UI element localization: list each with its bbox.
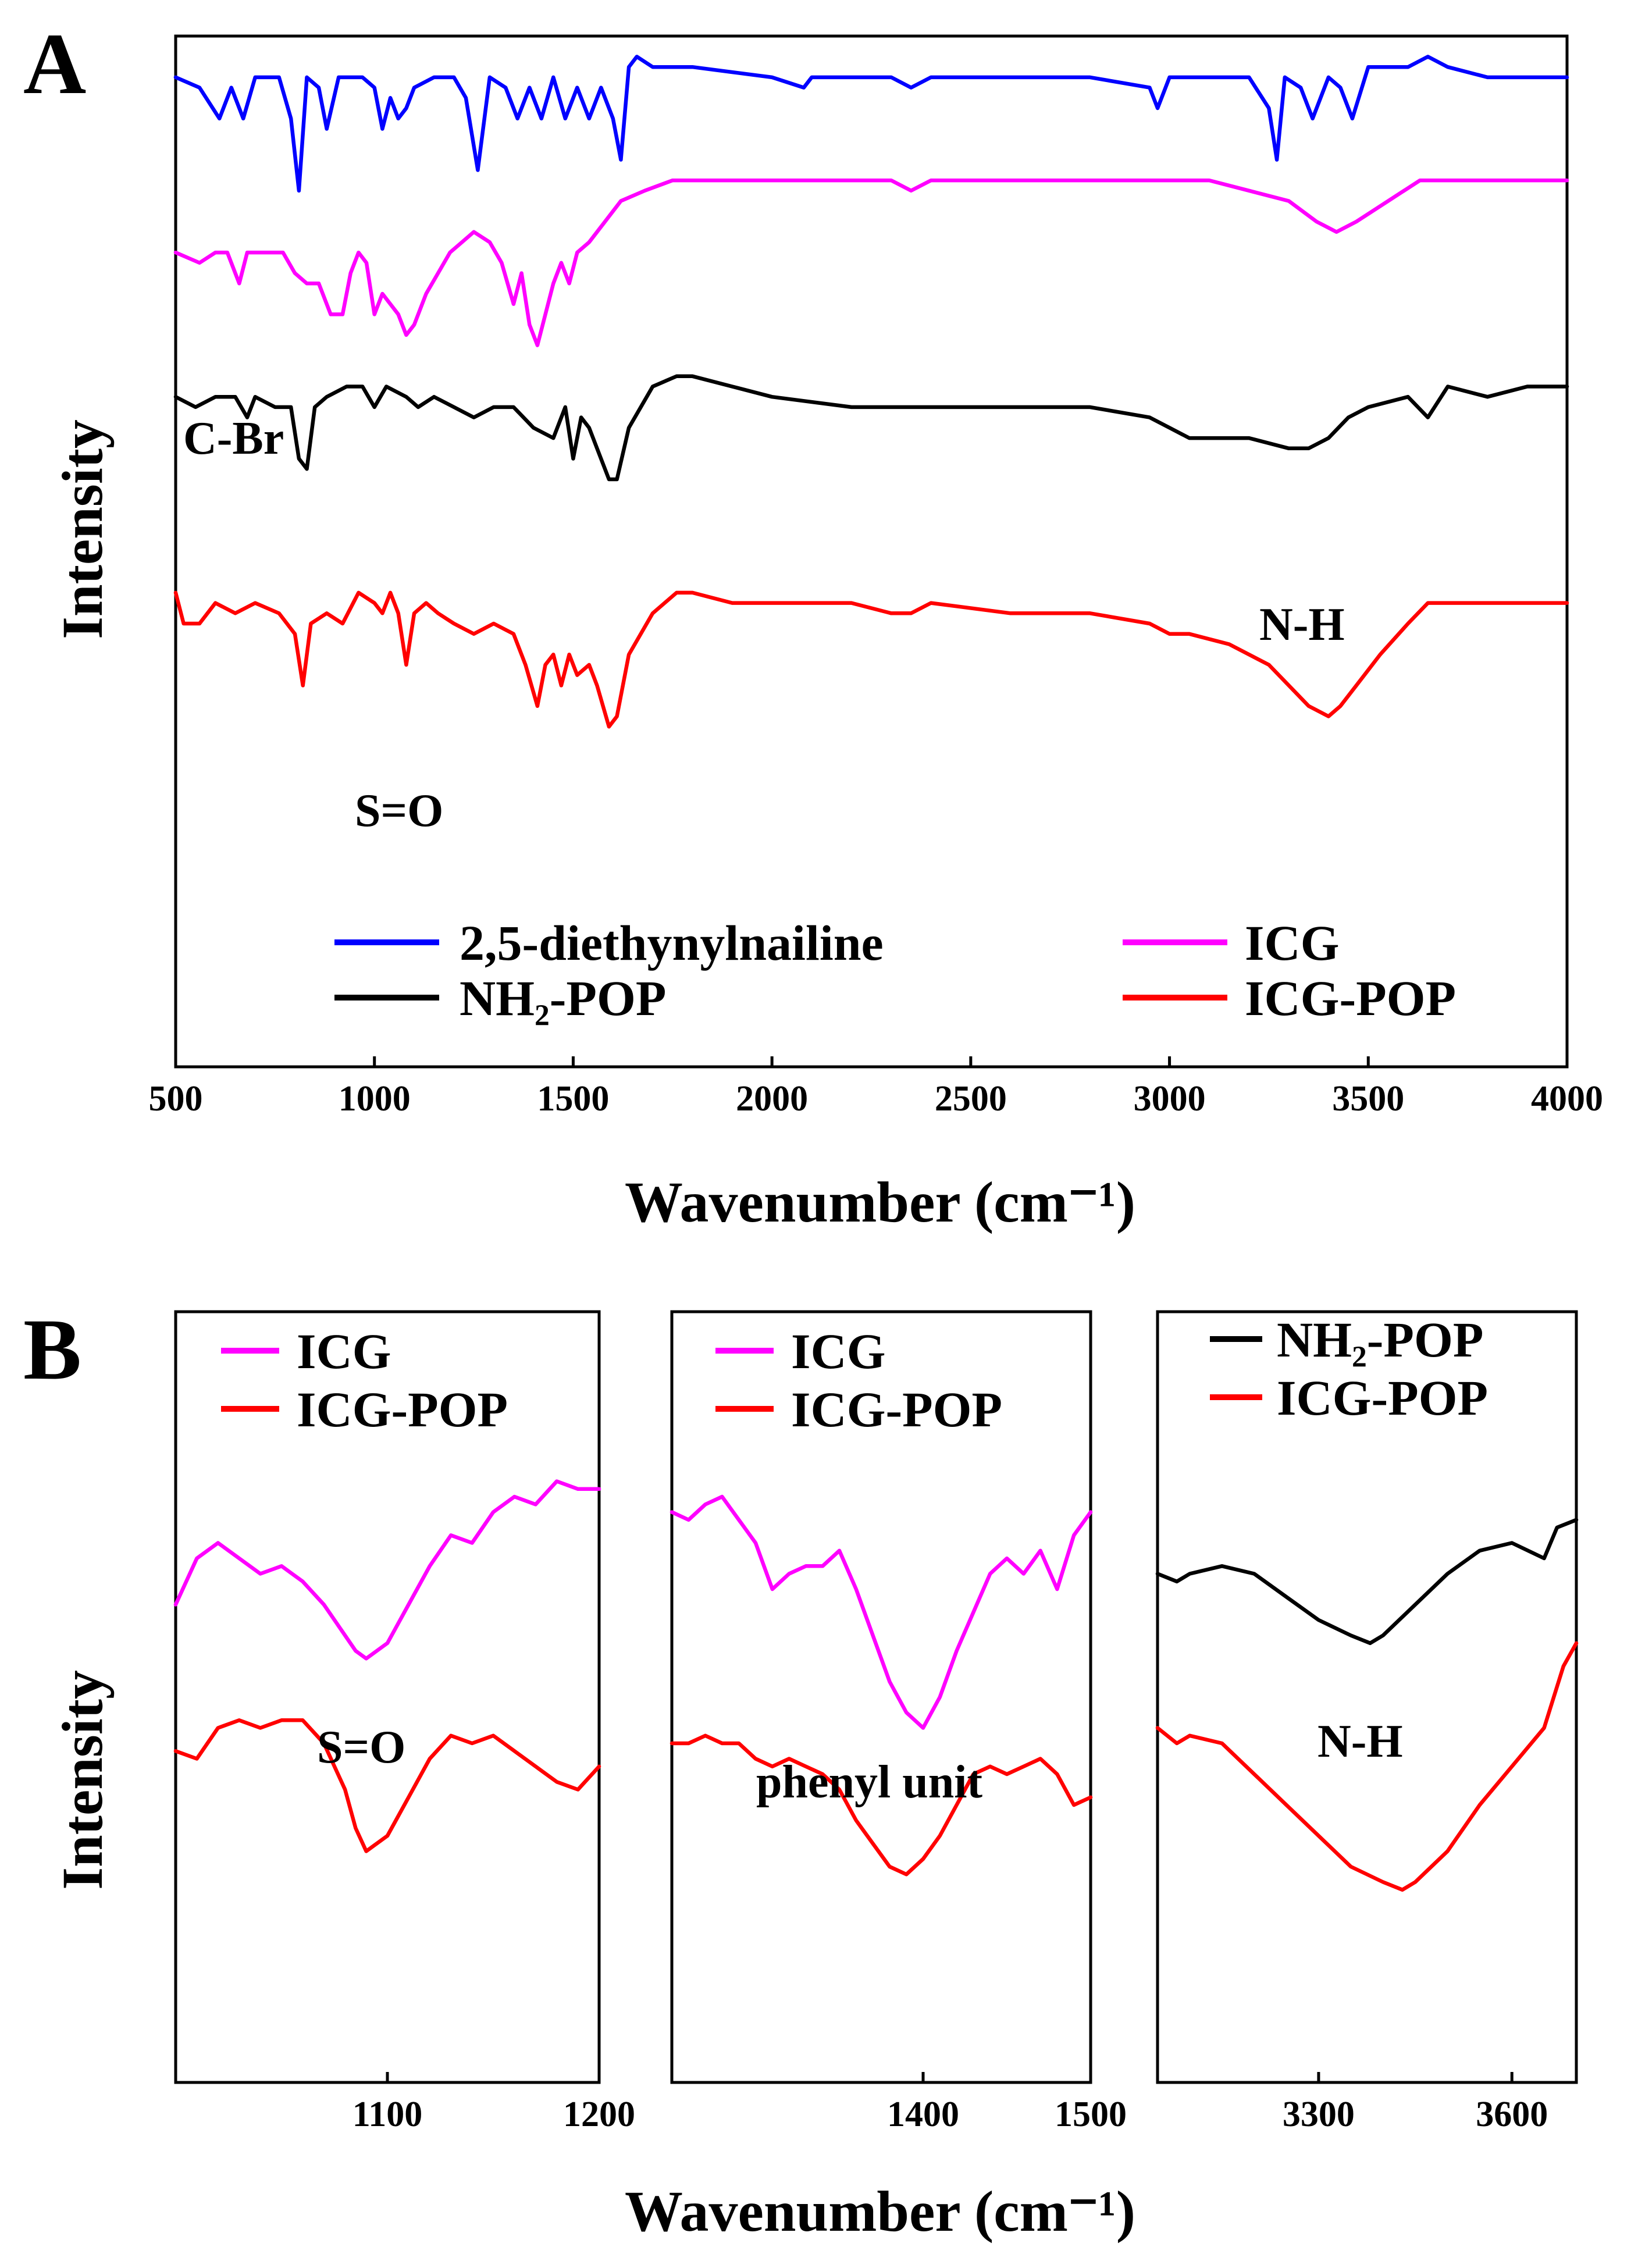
panel-a-letter: A — [23, 16, 86, 112]
panel-a-ylabel: Intensity — [50, 419, 115, 639]
x-tick-label: 3500 — [1332, 1079, 1404, 1119]
panel-b-ylabel: Intensity — [50, 1670, 115, 1890]
annotation-s-o: S=O — [355, 785, 443, 836]
legend-label-icg-pop-b2: ICG-POP — [791, 1382, 1002, 1437]
panel-a-legend: 2,5-diethynylnailine ICG NH₂-POP ICG-POP — [334, 915, 1456, 1026]
panel-b2-chart: 1400 1500 phenyl unit ICG ICG-POP — [670, 1310, 1127, 2134]
panel-a-series-group — [173, 55, 1569, 729]
panel-b3-chart: 3300 3600 N-H NH₂-POP ICG-POP — [1155, 1310, 1579, 2134]
legend-label-icg-pop-b3: ICG-POP — [1277, 1370, 1488, 1426]
panel-b1-x-axis: 1100 1200 — [352, 2072, 635, 2134]
x-tick-label: 1200 — [563, 2095, 635, 2134]
x-tick-label: 2000 — [736, 1079, 808, 1119]
legend-label-icg-b2: ICG — [791, 1323, 885, 1379]
x-tick-label: 3600 — [1476, 2095, 1548, 2134]
panel-a-xlabel: Wavenumber (cm⁻¹) — [625, 1170, 1135, 1234]
x-tick-label: 1400 — [887, 2095, 959, 2134]
x-tick-label: 500 — [149, 1079, 203, 1119]
annotation-n-h-b3: N-H — [1317, 1716, 1403, 1767]
panel-b3-x-axis: 3300 3600 — [1283, 2072, 1548, 2134]
series-icg-b1 — [173, 1479, 601, 1661]
series-2-5-diethynylnailine-a — [173, 55, 1569, 193]
legend-label-nh2-pop: NH₂-POP — [460, 970, 666, 1026]
series-icg-pop-b3 — [1155, 1641, 1579, 1892]
series-nh-pop-a — [173, 374, 1569, 482]
annotation-c-br: C-Br — [183, 413, 284, 464]
x-tick-label: 1500 — [1055, 2095, 1127, 2134]
annotation-n-h: N-H — [1259, 599, 1345, 650]
panel-a-chart: 500 1000 1500 2000 2500 3000 3500 4000 C-Br N-H… — [149, 34, 1603, 1119]
x-tick-label: 3300 — [1283, 2095, 1355, 2134]
panel-b1-legend: ICG ICG-POP — [221, 1323, 508, 1437]
panel-b2-legend: ICG ICG-POP — [715, 1323, 1002, 1437]
panel-a-x-axis: 500 1000 1500 2000 2500 3000 3500 4000 — [149, 1056, 1603, 1119]
series-icg-pop-b1 — [173, 1718, 601, 1853]
panel-b1-chart: 1100 1200 S=O ICG ICG-POP — [173, 1310, 635, 2134]
series-icg-pop-a — [173, 590, 1569, 729]
series-nh-pop-b3 — [1155, 1518, 1579, 1646]
panel-b2-series-group — [670, 1494, 1093, 1877]
legend-label-icg-b1: ICG — [297, 1323, 391, 1379]
legend-label-diethynyl: 2,5-diethynylnailine — [460, 915, 884, 971]
panel-b-letter: B — [23, 1301, 81, 1398]
x-tick-label: 1100 — [352, 2095, 423, 2134]
legend-label-icg-pop-b1: ICG-POP — [297, 1382, 508, 1437]
panel-b2-x-axis: 1400 1500 — [887, 2072, 1127, 2134]
legend-label-icg-pop: ICG-POP — [1245, 970, 1456, 1026]
x-tick-label: 2500 — [935, 1079, 1007, 1119]
series-icg-pop-b2 — [670, 1733, 1093, 1877]
series-icg-b2 — [670, 1494, 1093, 1730]
x-tick-label: 4000 — [1531, 1079, 1603, 1119]
panel-b-xlabel: Wavenumber (cm⁻¹) — [625, 2179, 1135, 2244]
legend-label-nh2-pop-b3: NH₂-POP — [1277, 1312, 1483, 1368]
panel-b2-frame — [670, 1310, 1092, 2084]
panel-b1-series-group — [173, 1479, 601, 1853]
series-icg-a — [173, 178, 1569, 347]
panel-b3-series-group — [1155, 1518, 1579, 1892]
panel-b3-frame — [1156, 1310, 1578, 2084]
panel-b3-legend: NH₂-POP ICG-POP — [1210, 1312, 1488, 1426]
x-tick-label: 3000 — [1134, 1079, 1206, 1119]
panel-a-frame — [174, 34, 1569, 1069]
annotation-phenyl-unit: phenyl unit — [756, 1757, 982, 1808]
annotation-s-o-b1: S=O — [317, 1722, 405, 1773]
x-tick-label: 1500 — [537, 1079, 609, 1119]
legend-label-icg: ICG — [1245, 915, 1339, 971]
x-tick-label: 1000 — [339, 1079, 411, 1119]
